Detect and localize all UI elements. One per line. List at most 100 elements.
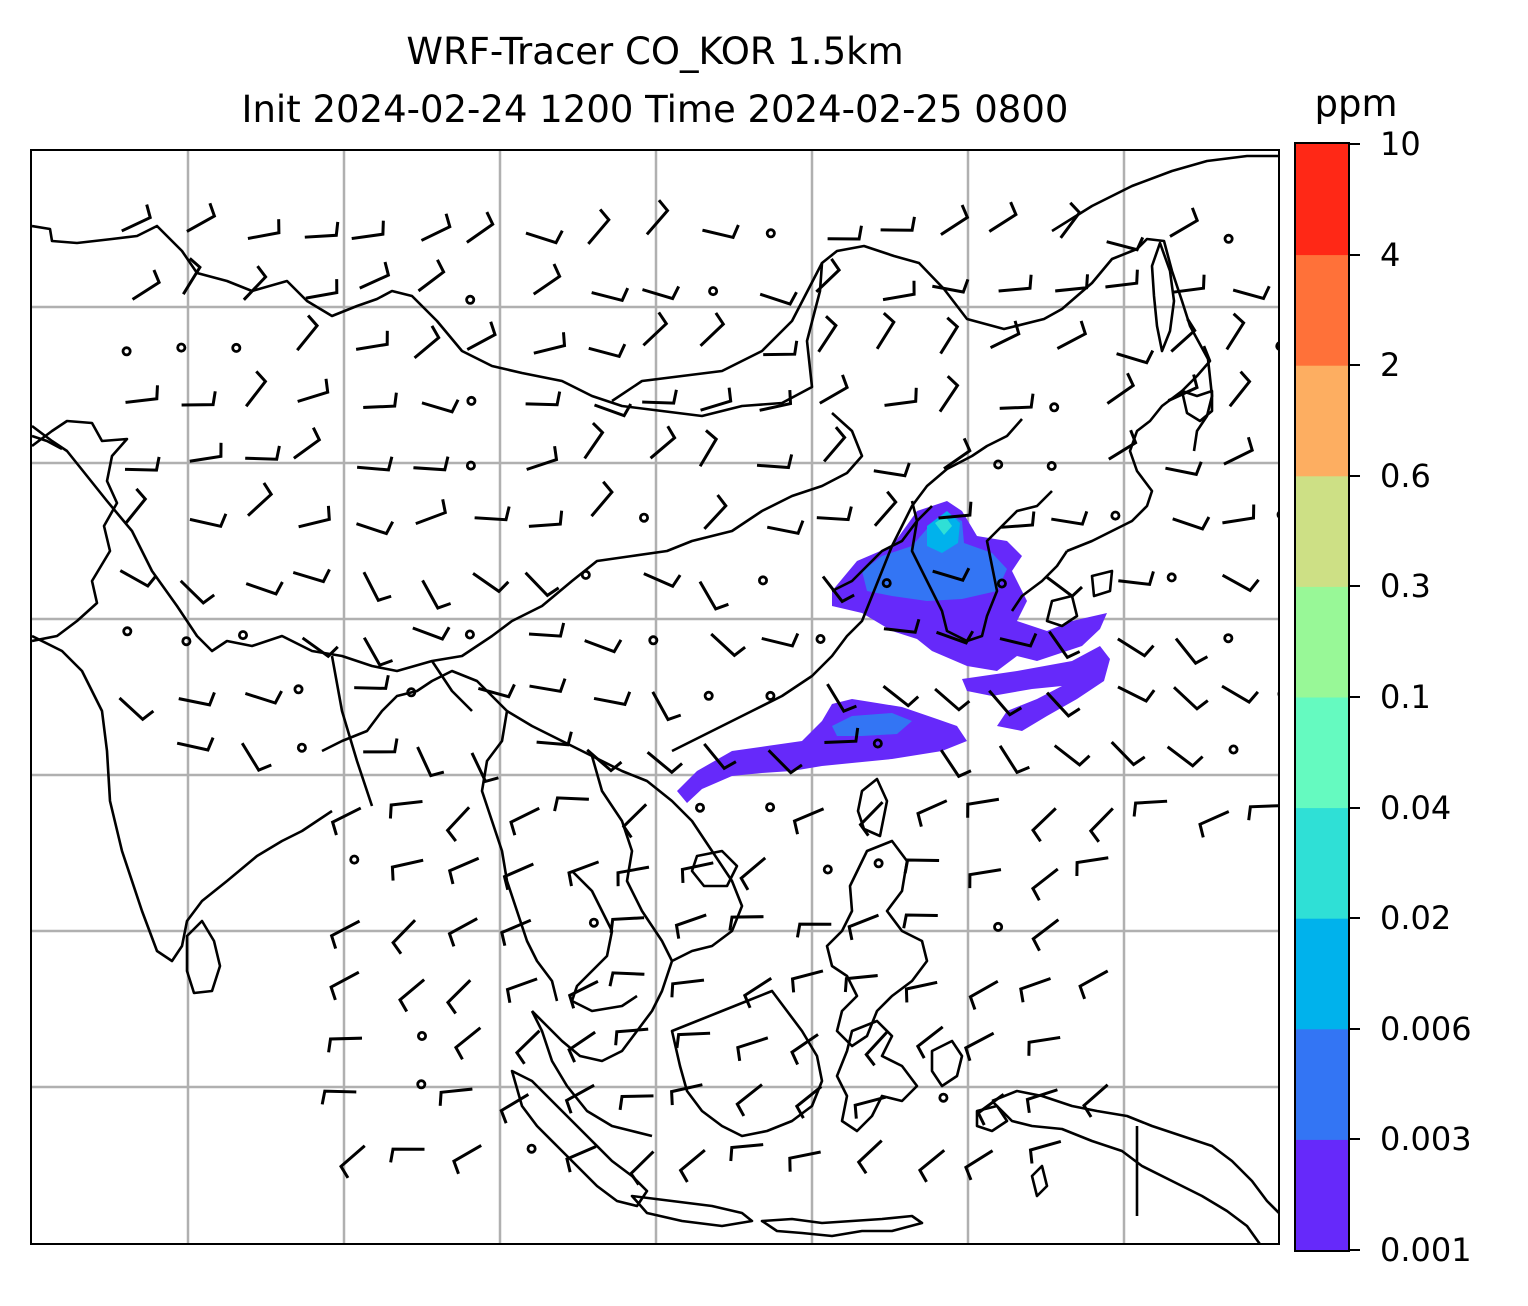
wind-barb xyxy=(698,580,729,611)
wind-barb xyxy=(1167,374,1199,402)
wind-barb xyxy=(998,745,1030,775)
wind-barb xyxy=(616,865,650,887)
wind-barb xyxy=(651,691,682,722)
map-title-line-2: Init 2024-02-24 1200 Time 2024-02-25 080… xyxy=(241,88,1069,131)
calm-wind-circle xyxy=(1049,402,1060,413)
wind-barb xyxy=(999,393,1035,410)
wind-barb xyxy=(824,727,860,744)
wind-barb xyxy=(1228,370,1252,408)
wind-barb xyxy=(858,801,884,837)
colorbar-tick-mark xyxy=(1350,143,1360,145)
wind-barb xyxy=(524,571,560,598)
wind-barb xyxy=(1027,1035,1061,1056)
wind-barb xyxy=(176,737,215,752)
wind-barb xyxy=(505,977,538,1004)
wind-barb xyxy=(246,482,274,517)
wind-barb xyxy=(703,742,737,771)
colorbar-tick-mark xyxy=(1350,585,1360,588)
calm-wind-circle xyxy=(703,690,714,701)
wind-barb xyxy=(292,568,331,584)
wind-barb xyxy=(412,626,451,641)
wind-barb xyxy=(525,229,564,245)
plume-south-inner xyxy=(832,713,912,736)
wind-barb xyxy=(966,797,1000,818)
wind-barb xyxy=(244,370,268,408)
wind-barb xyxy=(189,442,223,463)
wind-barb xyxy=(355,330,389,351)
wind-barb xyxy=(1172,516,1211,531)
colorbar-tick-label: 0.003 xyxy=(1380,1120,1472,1159)
colorbar-tick-mark xyxy=(1350,806,1360,809)
calm-wind-circle xyxy=(872,738,883,749)
coastline-java xyxy=(630,1194,754,1228)
wind-barb xyxy=(853,1095,887,1119)
colorbar-swatch xyxy=(1296,586,1348,698)
wind-barb xyxy=(1088,807,1114,843)
wind-barb xyxy=(843,974,878,993)
calm-wind-circle xyxy=(938,1092,949,1103)
wind-barb xyxy=(301,636,339,659)
wind-barb xyxy=(242,265,268,301)
colorbar-swatches xyxy=(1296,144,1348,1250)
wind-barb xyxy=(329,919,361,949)
wind-barb xyxy=(244,690,283,705)
calm-wind-circle xyxy=(121,346,132,357)
wind-barb xyxy=(1118,571,1155,587)
wind-barb xyxy=(124,487,148,525)
wind-barb xyxy=(856,1139,883,1175)
colorbar-tick-mark xyxy=(1350,1138,1360,1141)
wind-barb xyxy=(763,340,799,357)
wind-barb xyxy=(125,385,159,404)
wind-barb xyxy=(968,979,999,1011)
wind-barb xyxy=(1221,684,1260,705)
wind-barb xyxy=(1132,799,1168,817)
calm-wind-circle xyxy=(349,854,360,865)
calm-wind-circle xyxy=(765,802,776,813)
wind-barb xyxy=(938,501,973,520)
calm-wind-circle xyxy=(996,578,1007,589)
coastline-hainan xyxy=(690,849,739,888)
wind-barb xyxy=(1117,685,1156,703)
colorbar-swatch xyxy=(1296,144,1348,256)
calm-wind-circle xyxy=(765,690,776,701)
wind-barb xyxy=(320,1089,357,1105)
wind-barb xyxy=(680,861,714,883)
coastline-bangladesh xyxy=(321,669,559,1002)
wind-barb xyxy=(678,1148,706,1183)
wind-barb xyxy=(788,1150,821,1172)
wind-barb xyxy=(1223,436,1254,466)
wind-barb xyxy=(591,287,630,303)
wind-barb xyxy=(245,581,284,596)
wind-barb xyxy=(420,213,452,242)
calm-wind-circle xyxy=(1110,510,1121,521)
wind-barb xyxy=(1078,969,1109,1000)
wind-barb xyxy=(240,742,272,772)
wind-barb xyxy=(938,375,960,413)
calm-wind-circle xyxy=(758,575,769,586)
wind-barb xyxy=(649,425,677,460)
calm-wind-circle xyxy=(1223,633,1234,644)
coastline-sakhalin xyxy=(1150,241,1176,353)
coastlines xyxy=(32,154,1278,1243)
wind-barb xyxy=(388,799,423,819)
wind-barb xyxy=(327,1036,363,1053)
wind-barb xyxy=(514,1029,541,1065)
colorbar-tick-mark xyxy=(1350,364,1360,367)
wind-barb xyxy=(536,731,573,747)
wind-barb xyxy=(815,258,842,293)
wind-barb xyxy=(1025,1088,1058,1113)
calm-wind-circle xyxy=(237,630,248,641)
colorbar-tick-label: 0.1 xyxy=(1380,678,1431,716)
colorbar-tick-mark xyxy=(1350,1027,1360,1030)
wind-barb xyxy=(351,220,385,240)
wind-barb xyxy=(1117,637,1155,658)
wind-barb xyxy=(964,1149,994,1181)
coastline-philippines xyxy=(825,839,929,1048)
wind-barb xyxy=(822,426,847,463)
wind-barb xyxy=(939,316,960,355)
calm-wind-circle xyxy=(580,569,591,580)
plume-north-peak xyxy=(935,516,952,535)
wind-barb xyxy=(553,796,589,812)
calm-wind-circle xyxy=(639,512,650,523)
wind-barb xyxy=(445,806,471,843)
